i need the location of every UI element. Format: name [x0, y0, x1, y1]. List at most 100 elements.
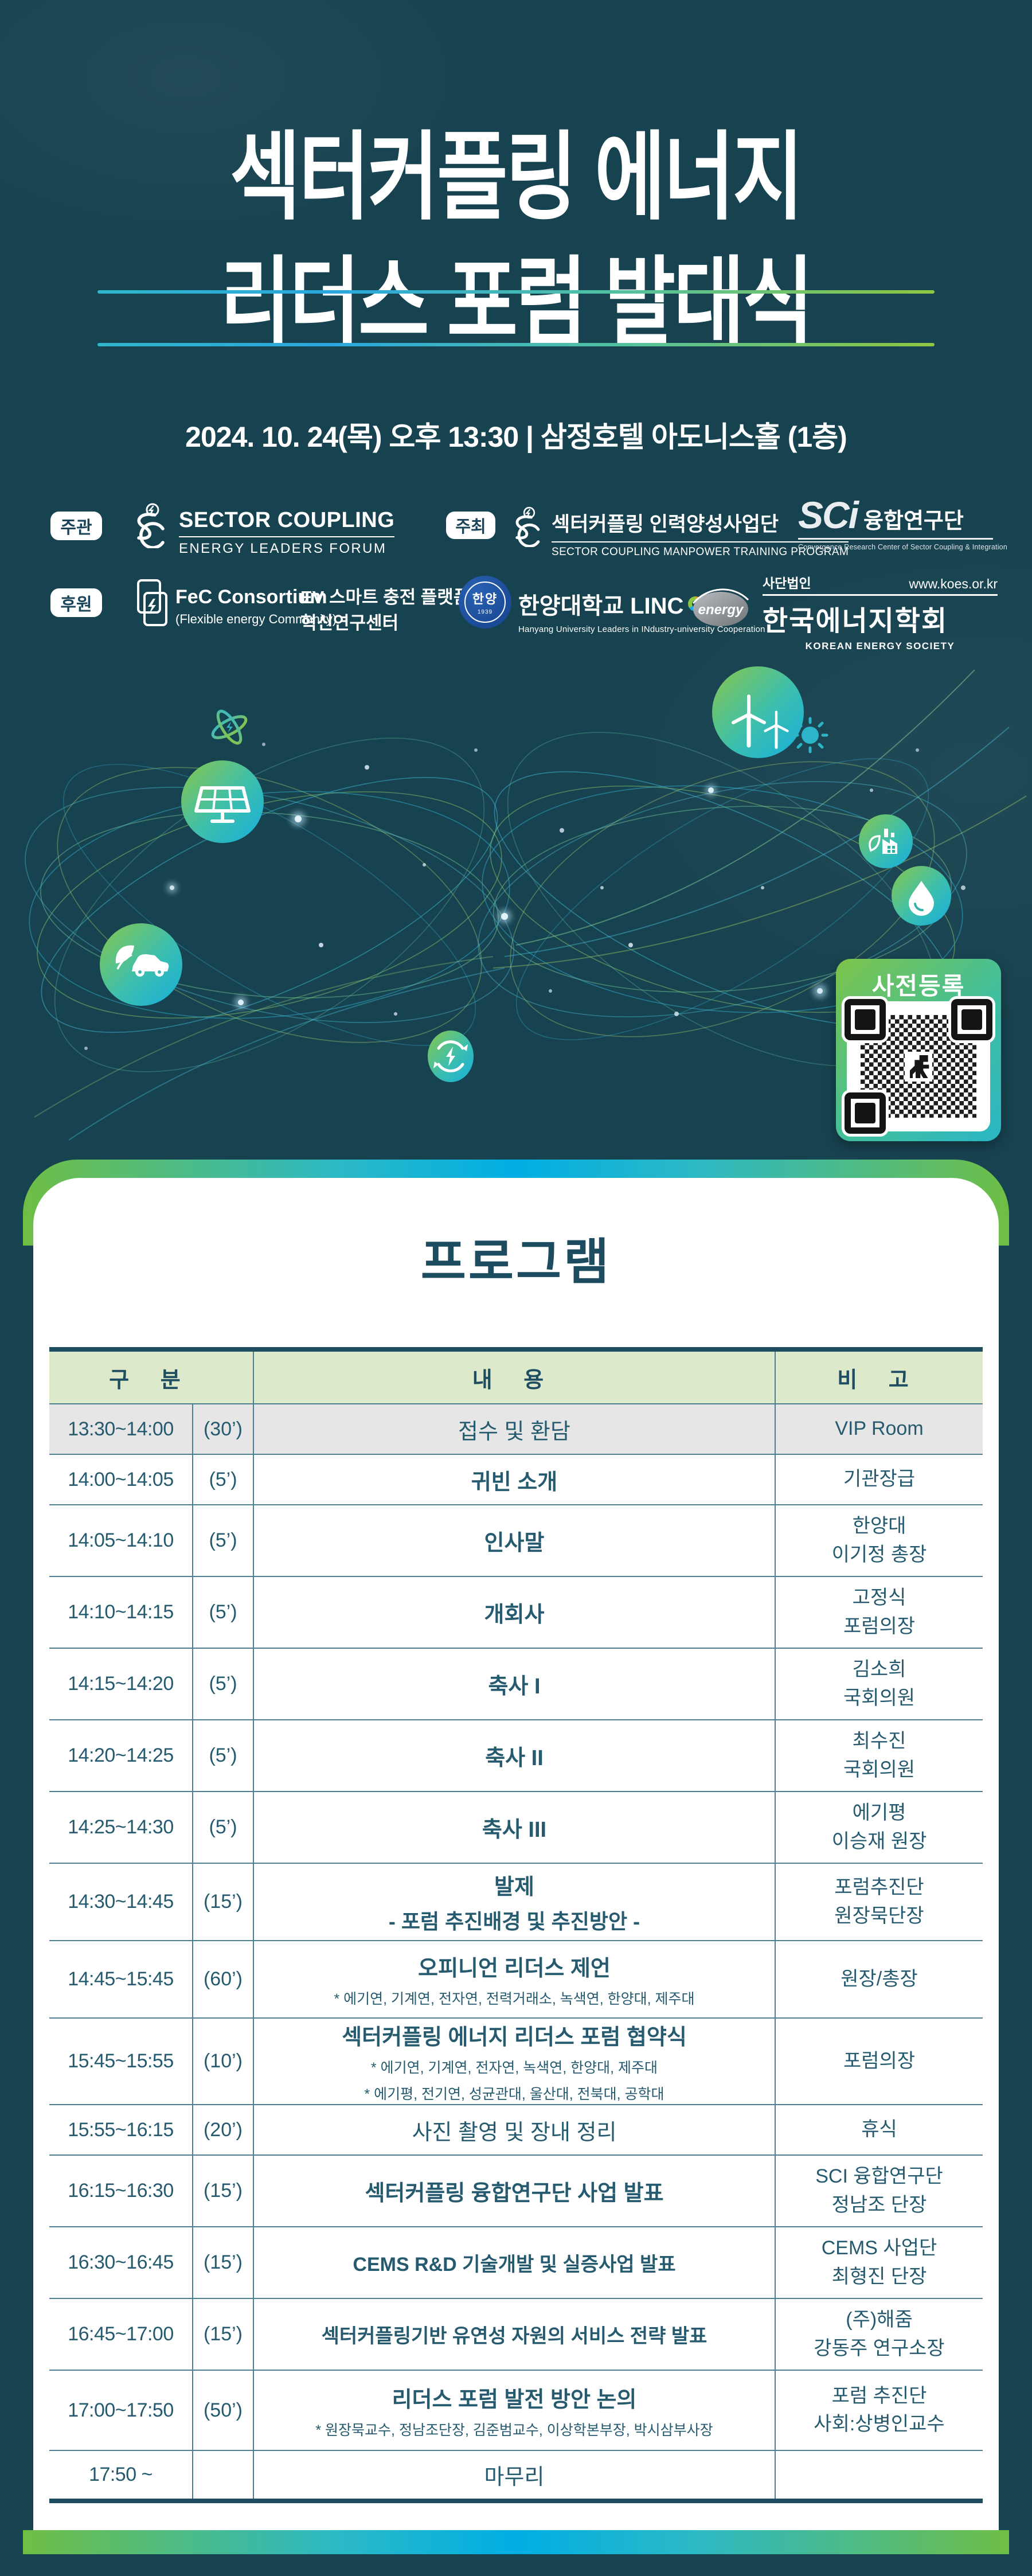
poster-title-line2: 리더스 포럼 발대식: [0, 254, 1032, 350]
eco-factory-icon: [859, 814, 913, 868]
row-duration: (10’): [192, 2018, 255, 2105]
row-content-sub: * 에기연, 기계연, 전자연, 전력거래소, 녹색연, 한양대, 제주대: [334, 1991, 695, 2007]
kes-url: www.koes.or.kr: [909, 576, 998, 591]
row-note: 정남조 단장: [831, 2193, 927, 2216]
hanyang-linc-caption: Hanyang University Leaders in INdustry-u…: [518, 625, 765, 634]
qr-finder-icon: [951, 999, 992, 1040]
ev-center-line1: EV 스마트 충전 플랫폼: [300, 587, 470, 607]
row-duration: (15’): [192, 1863, 255, 1941]
table-row: 17:50 ~ 마무리: [49, 2450, 983, 2501]
row-time: 17:50 ~: [49, 2450, 193, 2501]
table-row: 14:15~14:20 (5’) 축사 I 김소희 국회의원: [49, 1648, 983, 1720]
water-drop-icon: [892, 866, 951, 926]
row-content: 인사말: [484, 1531, 545, 1555]
organizing-program-name-en: SECTOR COUPLING MANPOWER TRAINING PROGRA…: [552, 541, 849, 559]
table-row: 14:45~15:45 (60’) 오피니언 리더스 제언 * 에기연, 기계연…: [49, 1941, 983, 2018]
row-duration: (50’): [192, 2370, 255, 2450]
row-time: 16:30~16:45: [49, 2227, 193, 2298]
row-note: 국회의원: [843, 1687, 916, 1709]
row-note: 한양대: [852, 1515, 906, 1537]
table-header-row: 구 분 내 용 비 고: [49, 1349, 983, 1404]
row-duration: (5’): [192, 1505, 255, 1576]
row-duration: (5’): [192, 1576, 255, 1648]
sci-name: 융합연구단: [863, 509, 964, 533]
sci-mark: SCi: [798, 494, 859, 536]
row-note: SCI 융합연구단: [815, 2165, 943, 2188]
row-note: 원장/총장: [841, 1968, 918, 1990]
wind-turbine-icon: [712, 666, 804, 758]
row-note: 원장묵단장: [834, 1904, 924, 1927]
row-time: 14:15~14:20: [49, 1648, 193, 1720]
sponsor-badge: 후원: [50, 588, 102, 617]
row-content: 마무리: [484, 2465, 545, 2489]
row-note: 포럼 추진단: [831, 2384, 927, 2407]
table-row: 14:25~14:30 (5’) 축사 III 에기평 이승재 원장: [49, 1792, 983, 1863]
sector-coupling-logo-icon: [137, 503, 165, 548]
row-time: 14:25~14:30: [49, 1792, 193, 1863]
row-content-sub: * 원장묵교수, 정남조단장, 김준범교수, 이상학본부장, 박시삼부사장: [315, 2422, 713, 2438]
row-note: 이기정 총장: [831, 1543, 927, 1566]
row-time: 15:55~16:15: [49, 2105, 193, 2155]
row-content: 접수 및 환담: [458, 1419, 570, 1444]
dino-icon: [905, 1051, 932, 1082]
row-note: CEMS 사업단: [821, 2237, 937, 2259]
table-row: 13:30~14:00 (30’) 접수 및 환담 VIP Room: [49, 1404, 983, 1454]
table-row: 14:20~14:25 (5’) 축사 II 최수진 국회의원: [49, 1720, 983, 1792]
row-time: 14:30~14:45: [49, 1863, 193, 1941]
qr-finder-icon: [845, 999, 886, 1040]
row-duration: (5’): [192, 1792, 255, 1863]
row-time: 14:20~14:25: [49, 1720, 193, 1792]
hosted-org-name: SECTOR COUPLING: [179, 508, 395, 532]
ev-center-line2: 혁신연구센터: [300, 612, 399, 633]
row-note: 고정식: [852, 1587, 906, 1609]
divider-top: [97, 290, 935, 294]
svg-text:energy: energy: [698, 602, 744, 618]
row-duration: [192, 2450, 255, 2501]
row-note: 포럼추진단: [834, 1876, 924, 1899]
row-content: 섹터커플링 에너지 리더스 포럼 협약식: [342, 2025, 687, 2050]
kes-type: 사단법인: [763, 576, 811, 591]
event-datetime: 2024. 10. 24(목) 오후 13:30 | 삼정호텔 아도니스홀 (1…: [185, 421, 847, 453]
host-badge: 주관: [50, 512, 102, 540]
row-content: 발제: [494, 1875, 534, 1899]
table-row: 14:30~14:45 (15’) 발제 - 포럼 추진배경 및 추진방안 - …: [49, 1863, 983, 1941]
qr-code: [845, 999, 992, 1134]
network-dots: [84, 743, 965, 1050]
sector-coupling-logo-icon: [515, 506, 540, 547]
row-content: 축사 I: [488, 1675, 541, 1699]
hosted-org-logo: SECTOR COUPLING ENERGY LEADERS FORUM: [179, 508, 395, 557]
organizer-badge: 주최: [446, 512, 495, 539]
row-duration: (15’): [192, 2298, 255, 2370]
row-content-sub: * 에기평, 전기연, 성균관대, 울산대, 전북대, 공학대: [364, 2086, 664, 2102]
row-duration: (15’): [192, 2227, 255, 2298]
row-time: 14:05~14:10: [49, 1505, 193, 1576]
row-duration: (5’): [192, 1720, 255, 1792]
organizing-program-name-kr: 섹터커플링 인력양성사업단: [552, 513, 779, 536]
hosted-org-subname: ENERGY LEADERS FORUM: [179, 536, 395, 557]
row-duration: (15’): [192, 2155, 255, 2227]
table-row: 14:10~14:15 (5’) 개회사 고정식 포럼의장: [49, 1576, 983, 1648]
fec-consortium-logo: FeC Consortium (Flexible energy Communit…: [175, 586, 337, 627]
sci-research-center-logo: SCi 융합연구단 Convergence Research Center of…: [798, 493, 1007, 551]
row-time: 15:45~15:55: [49, 2018, 193, 2105]
energy-society-mark-icon: energy: [692, 588, 749, 626]
row-note: 포럼의장: [843, 2050, 916, 2072]
kes-name: 한국에너지학회: [763, 606, 948, 637]
preregister-label: 사전등록: [871, 973, 965, 1000]
fec-name: FeC Consortium: [175, 586, 327, 608]
fec-consortium-icon: [137, 579, 167, 626]
row-content: 섹터커플링 융합연구단 사업 발표: [365, 2181, 664, 2206]
poster-subtitle: SECTOR-COUPLING ENERGY LEADERS FORUM: [0, 298, 1032, 330]
sun-icon: [792, 717, 828, 754]
table-row: 14:00~14:05 (5’) 귀빈 소개 기관장급: [49, 1454, 983, 1505]
row-content: 개회사: [484, 1603, 545, 1627]
program-title: 프로그램: [420, 1235, 612, 1290]
row-duration: (5’): [192, 1648, 255, 1720]
row-note: 기관장급: [843, 1468, 916, 1490]
row-content: 리더스 포럼 발전 방안 논의: [392, 2387, 637, 2412]
program-table: 구 분 내 용 비 고 13:30~14:00 (30’) 접수 및 환담 VI…: [49, 1347, 983, 2503]
row-time: 14:45~15:45: [49, 1941, 193, 2018]
row-content: 축사 III: [482, 1818, 547, 1842]
infinity-network-graphic: [25, 666, 1027, 1141]
kes-caption: KOREAN ENERGY SOCIETY: [805, 641, 955, 651]
